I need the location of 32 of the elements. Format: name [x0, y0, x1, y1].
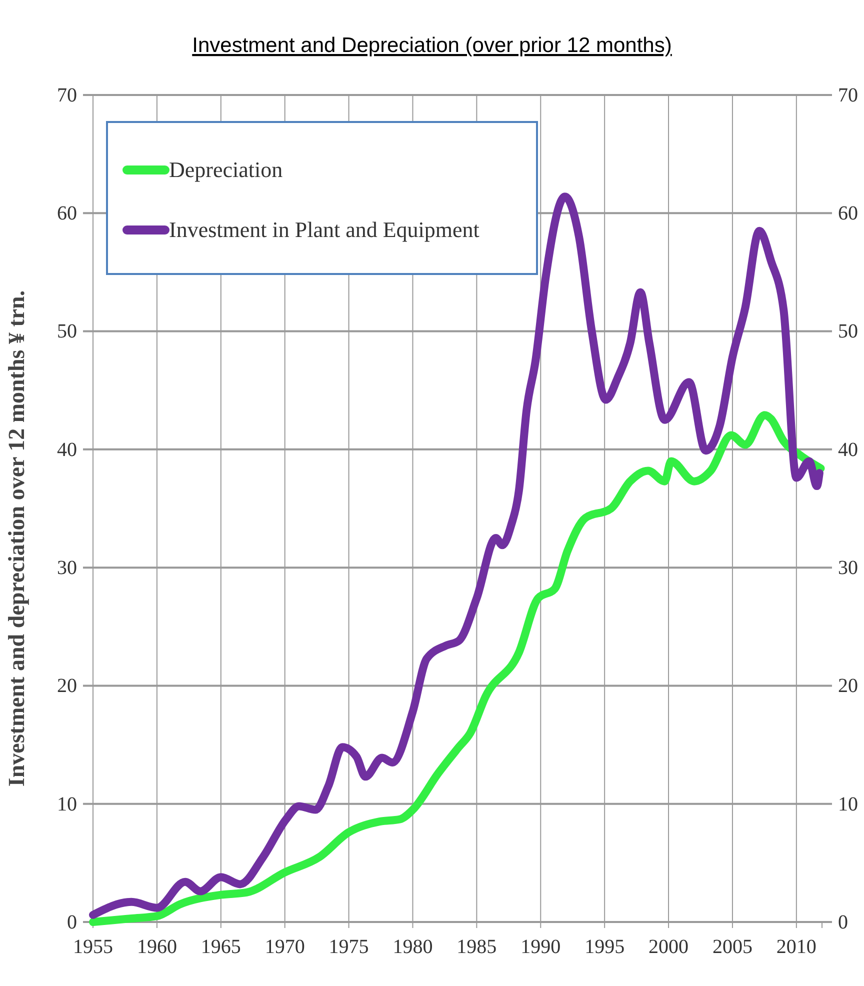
x-tick-label: 1980: [392, 936, 433, 958]
x-tick-label: 1975: [328, 936, 369, 958]
x-tick-label: 1955: [73, 936, 113, 958]
x-tick-label: 2000: [648, 936, 689, 958]
y-tick-label: 0: [67, 911, 77, 934]
y2-tick-label: 50: [838, 320, 858, 343]
y2-tick-label: 20: [838, 675, 858, 698]
y-tick-label: 50: [57, 320, 77, 343]
y2-tick-label: 60: [838, 202, 858, 225]
legend-label: Investment in Plant and Equipment: [169, 217, 480, 242]
x-tick-label: 2005: [712, 936, 752, 958]
y2-tick-label: 70: [838, 84, 858, 106]
x-tick-label: 1970: [264, 936, 305, 958]
x-tick-label: 1990: [520, 936, 561, 958]
chart-title: Investment and Depreciation (over prior 12 months): [192, 34, 672, 57]
y-tick-label: 30: [57, 556, 77, 579]
y2-tick-label: 30: [838, 556, 858, 579]
y-tick-label: 10: [57, 793, 77, 816]
y-tick-label: 70: [57, 84, 77, 106]
x-tick-label: 2010: [776, 936, 816, 958]
x-tick-label: 1960: [136, 936, 177, 958]
y-tick-label: 60: [57, 202, 77, 225]
y-tick-label: 40: [57, 438, 77, 461]
x-tick-label: 1985: [456, 936, 497, 958]
legend-label: Depreciation: [169, 157, 283, 182]
y-axis-title: Investment and depreciation over 12 months ¥ trn.: [4, 290, 29, 787]
x-tick-label: 1965: [200, 936, 241, 958]
y2-tick-label: 10: [838, 793, 858, 816]
x-tick-label: 1995: [584, 936, 625, 958]
y2-tick-label: 0: [838, 911, 848, 934]
y-tick-label: 20: [57, 675, 77, 698]
y2-tick-label: 40: [838, 438, 858, 461]
